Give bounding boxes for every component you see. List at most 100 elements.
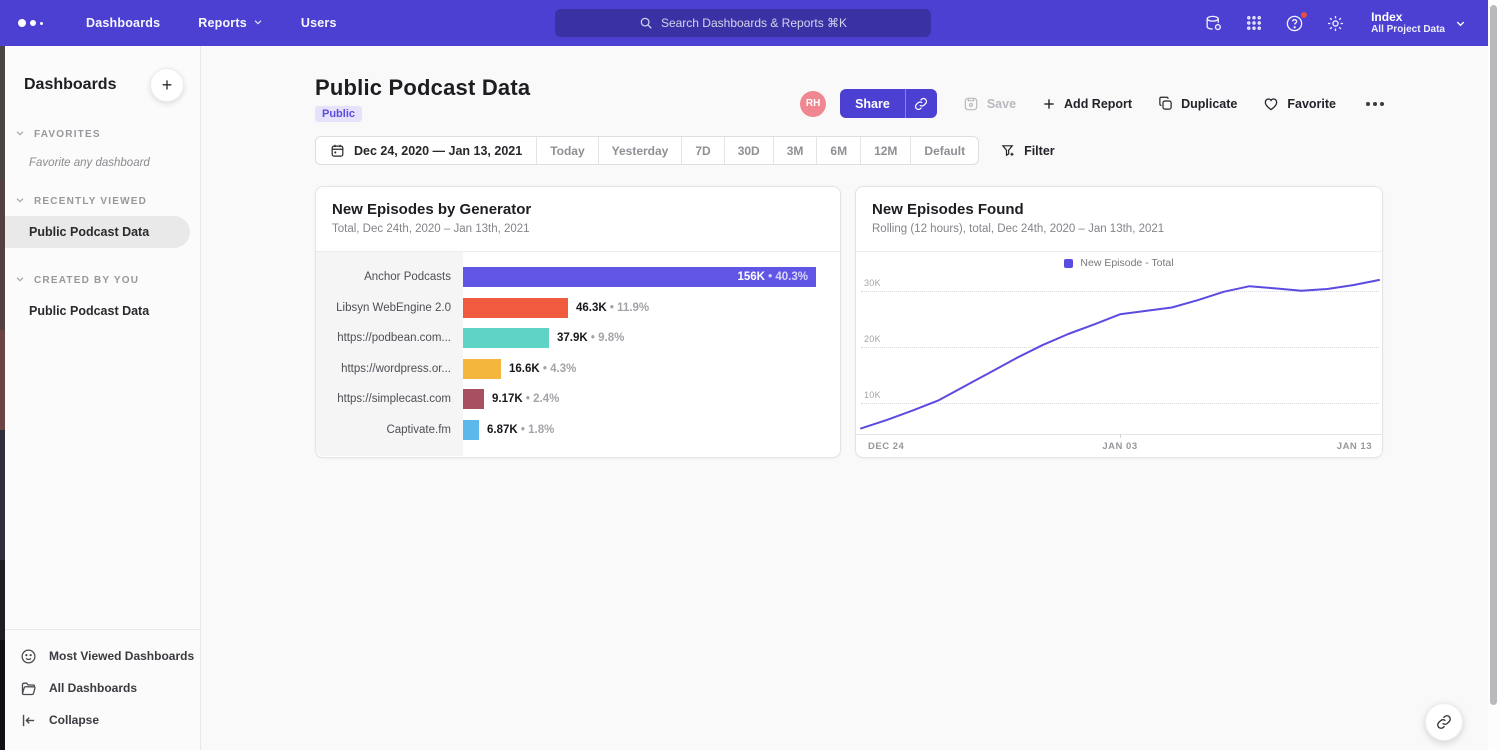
topbar-right-controls: Index All Project Data [1204, 0, 1466, 46]
share-button[interactable]: Share [840, 89, 937, 118]
line-chart-title: New Episodes Found [872, 201, 1366, 218]
bar-category-label: Anchor Podcasts [316, 271, 463, 283]
project-scope: All Project Data [1371, 24, 1445, 36]
line-series[interactable] [861, 271, 1379, 434]
help-icon[interactable] [1285, 14, 1304, 33]
sidebar-item-list: Public Podcast Data [5, 295, 200, 327]
line-chart-card[interactable]: New Episodes Found Rolling (12 hours), t… [855, 186, 1383, 458]
sidebar-item-public-podcast-data[interactable]: Public Podcast Data [5, 295, 190, 327]
topnav-item-dashboards[interactable]: Dashboards [86, 16, 160, 30]
bar-value-label: 6.87K • 1.8% [487, 424, 554, 436]
bar-segment[interactable] [463, 420, 479, 440]
main-content: Public Podcast Data Public RH Share Save… [201, 46, 1488, 750]
filter-icon [1001, 143, 1016, 158]
sidebar-section-header-favorites[interactable]: FAVORITES [5, 128, 200, 141]
collapse-icon [20, 712, 37, 729]
top-nav-items: Dashboards Reports Users [86, 16, 337, 30]
sidebar-footer-collapse[interactable]: Collapse [5, 704, 200, 736]
bar-segment[interactable]: 156K • 40.3% [463, 267, 816, 287]
heart-icon [1263, 96, 1279, 112]
favorite-button[interactable]: Favorite [1263, 96, 1336, 112]
share-link-icon[interactable] [905, 89, 937, 118]
bar-value-label: 16.6K • 4.3% [509, 363, 576, 375]
date-preset-30d[interactable]: 30D [725, 137, 774, 164]
bar-segment[interactable] [463, 328, 549, 348]
calendar-icon [330, 143, 345, 158]
sidebar-sections: FAVORITESFavorite any dashboardRECENTLY … [5, 128, 200, 327]
sidebar-section-header-created-by-you[interactable]: CREATED BY YOU [5, 274, 200, 287]
filter-button[interactable]: Filter [1001, 143, 1055, 158]
bar-row-libsyn-webengine-2-0[interactable]: Libsyn WebEngine 2.046.3K • 11.9% [316, 293, 840, 324]
more-options-button[interactable] [1362, 98, 1388, 110]
scrollbar-thumb[interactable] [1490, 5, 1497, 705]
date-range-group: Dec 24, 2020 — Jan 13, 2021 TodayYesterd… [315, 136, 979, 165]
x-tick-dec-24: DEC 24 [868, 441, 904, 452]
app-logo-icon[interactable] [18, 19, 58, 27]
bar-track: 37.9K • 9.8% [463, 323, 840, 354]
search-icon [639, 16, 653, 30]
date-preset-yesterday[interactable]: Yesterday [599, 137, 683, 164]
bar-row-https-wordpress-or[interactable]: https://wordpress.or... 16.6K • 4.3% [316, 354, 840, 385]
data-source-icon[interactable] [1204, 14, 1223, 33]
chevron-down-icon [15, 128, 25, 141]
header-actions: RH Share Save Add Report Duplicate Favor… [800, 89, 1388, 118]
x-tick-mark [1120, 434, 1121, 438]
sidebar-footer-label: Collapse [49, 713, 99, 727]
bar-track: 156K • 40.3% [463, 262, 840, 293]
date-filter-bar: Dec 24, 2020 — Jan 13, 2021 TodayYesterd… [315, 136, 1055, 165]
add-dashboard-button[interactable]: + [150, 68, 184, 102]
bar-chart-card[interactable]: New Episodes by Generator Total, Dec 24t… [315, 186, 841, 458]
chevron-down-icon [1455, 18, 1466, 29]
bar-segment[interactable] [463, 359, 501, 379]
topnav-item-users[interactable]: Users [301, 16, 337, 30]
topnav-item-label: Dashboards [86, 16, 160, 30]
date-preset-7d[interactable]: 7D [682, 137, 724, 164]
duplicate-button[interactable]: Duplicate [1158, 96, 1237, 111]
x-axis-line [856, 434, 1382, 435]
duplicate-icon [1158, 96, 1173, 111]
sidebar-section-header-recently-viewed[interactable]: RECENTLY VIEWED [5, 195, 200, 208]
bar-value-label: 156K • 40.3% [737, 271, 816, 283]
avatar[interactable]: RH [800, 91, 826, 117]
date-preset-default[interactable]: Default [911, 137, 978, 164]
sidebar-section-label: FAVORITES [34, 129, 101, 140]
bar-chart-rows: Anchor Podcasts 156K • 40.3% Libsyn WebEng… [316, 252, 840, 445]
date-preset-12m[interactable]: 12M [861, 137, 911, 164]
copy-link-fab[interactable] [1425, 703, 1463, 741]
bar-segment[interactable] [463, 389, 484, 409]
bar-category-label: https://wordpress.or... [316, 363, 463, 375]
sidebar-footer-all-dashboards[interactable]: All Dashboards [5, 672, 200, 704]
save-button[interactable]: Save [963, 96, 1016, 112]
legend-label: New Episode - Total [1080, 257, 1173, 269]
date-preset-today[interactable]: Today [537, 137, 598, 164]
project-selector[interactable]: Index All Project Data [1371, 10, 1466, 36]
add-report-button[interactable]: Add Report [1042, 97, 1132, 111]
sidebar-item-public-podcast-data[interactable]: Public Podcast Data [5, 216, 190, 248]
page-title: Public Podcast Data [315, 75, 530, 101]
bar-track: 6.87K • 1.8% [463, 415, 840, 446]
sidebar-section-label: RECENTLY VIEWED [34, 196, 147, 207]
date-range-label: Dec 24, 2020 — Jan 13, 2021 [354, 144, 522, 158]
bar-row-https-simplecast-com[interactable]: https://simplecast.com9.17K • 2.4% [316, 384, 840, 415]
visibility-badge: Public [315, 106, 362, 122]
legend-swatch [1064, 259, 1073, 268]
settings-gear-icon[interactable] [1326, 14, 1345, 33]
bar-segment[interactable] [463, 298, 568, 318]
bar-row-anchor-podcasts[interactable]: Anchor Podcasts 156K • 40.3% [316, 262, 840, 293]
x-tick-jan-03: JAN 03 [1102, 441, 1137, 452]
bar-track: 46.3K • 11.9% [463, 293, 840, 324]
date-preset-3m[interactable]: 3M [774, 137, 818, 164]
bar-category-label: Libsyn WebEngine 2.0 [316, 302, 463, 314]
page-scrollbar[interactable] [1488, 0, 1500, 750]
bar-row-https-podbean-com[interactable]: https://podbean.com...37.9K • 9.8% [316, 323, 840, 354]
apps-grid-icon[interactable] [1245, 14, 1263, 32]
bar-row-captivate-fm[interactable]: Captivate.fm6.87K • 1.8% [316, 415, 840, 446]
topnav-item-reports[interactable]: Reports [198, 16, 263, 30]
search-input[interactable]: Search Dashboards & Reports ⌘K [555, 9, 931, 37]
sidebar-footer-most-viewed-dashboards[interactable]: Most Viewed Dashboards [5, 640, 200, 672]
plus-icon [1042, 97, 1056, 111]
date-range-picker[interactable]: Dec 24, 2020 — Jan 13, 2021 [316, 137, 537, 164]
date-preset-6m[interactable]: 6M [817, 137, 861, 164]
chevron-down-icon [15, 274, 25, 287]
line-chart-subtitle: Rolling (12 hours), total, Dec 24th, 202… [872, 223, 1366, 235]
